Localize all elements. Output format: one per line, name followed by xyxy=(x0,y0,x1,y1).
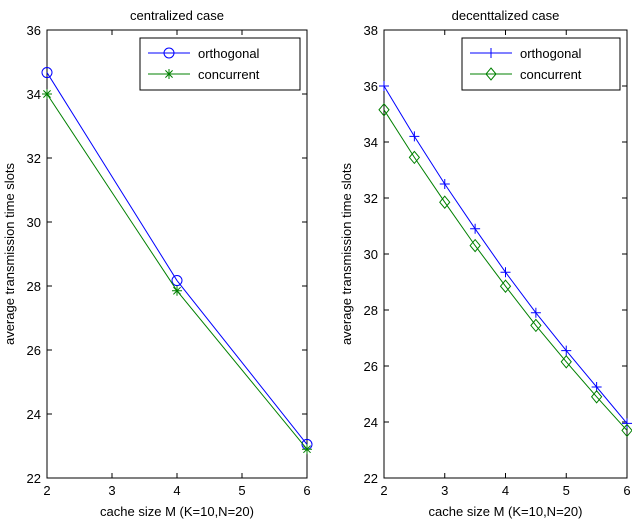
y-tick-label: 22 xyxy=(27,471,41,486)
chart-1-x-axis-title: cache size M (K=10,N=20) xyxy=(100,504,254,519)
legend-marker-concurrent xyxy=(164,69,174,79)
series-line-concurrent xyxy=(383,109,628,431)
chart-2-x-axis-title: cache size M (K=10,N=20) xyxy=(429,504,583,519)
y-tick-label: 24 xyxy=(364,415,378,430)
data-point-concurrent xyxy=(378,103,390,117)
legend-label-concurrent: concurrent xyxy=(198,67,260,82)
data-point-orthogonal xyxy=(41,67,53,79)
data-point-orthogonal xyxy=(530,307,541,318)
legend-marker-orthogonal xyxy=(163,47,175,59)
series-line-orthogonal xyxy=(383,85,628,424)
data-point-orthogonal xyxy=(622,418,632,429)
y-tick-label: 34 xyxy=(364,135,378,150)
y-tick-label: 30 xyxy=(364,247,378,262)
data-point-concurrent xyxy=(469,238,481,253)
x-tick-label: 6 xyxy=(623,483,630,498)
data-point-concurrent xyxy=(560,355,572,369)
x-tick-label: 3 xyxy=(108,483,115,498)
legend-box xyxy=(139,37,301,91)
y-tick-label: 36 xyxy=(364,79,378,94)
y-tick-label: 26 xyxy=(364,359,378,374)
chart-2-legend: orthogonal concurrent xyxy=(461,37,621,91)
data-point-concurrent xyxy=(42,89,52,99)
chart-2-plot-frame xyxy=(383,29,628,479)
data-point-concurrent xyxy=(302,444,312,455)
x-tick-label: 4 xyxy=(502,483,509,498)
y-tick-label: 32 xyxy=(27,151,41,166)
data-point-concurrent xyxy=(499,279,512,293)
legend-marker-orthogonal xyxy=(486,48,496,58)
legend-label-orthogonal: orthogonal xyxy=(520,46,582,61)
series-line-orthogonal xyxy=(46,72,308,445)
legend-marker-concurrent xyxy=(485,67,497,81)
chart-1-legend: orthogonal concurrent xyxy=(139,37,301,91)
chart-1-title: centralized case xyxy=(130,8,224,23)
y-tick-label: 38 xyxy=(364,23,378,38)
data-point-orthogonal xyxy=(409,131,420,142)
data-point-concurrent xyxy=(590,390,603,404)
y-tick-label: 24 xyxy=(27,407,41,422)
data-point-concurrent xyxy=(408,150,421,165)
legend-label-concurrent: concurrent xyxy=(520,67,582,82)
chart-1-y-axis-title: average transmission time slots xyxy=(2,162,17,345)
y-tick-label: 32 xyxy=(364,191,378,206)
chart-2-y-axis-title: average transmission time slots xyxy=(339,162,354,345)
x-tick-label: 4 xyxy=(173,483,180,498)
data-point-concurrent xyxy=(439,195,451,209)
data-point-orthogonal xyxy=(171,275,183,287)
data-point-orthogonal xyxy=(500,267,511,278)
x-tick-label: 3 xyxy=(441,483,448,498)
y-tick-label: 26 xyxy=(27,343,41,358)
data-point-orthogonal xyxy=(470,223,481,234)
y-tick-label: 28 xyxy=(27,279,41,294)
data-point-orthogonal xyxy=(561,345,572,356)
x-tick-label: 2 xyxy=(43,483,50,498)
y-tick-label: 36 xyxy=(27,23,41,38)
y-tick-label: 30 xyxy=(27,215,41,230)
x-tick-label: 5 xyxy=(238,483,245,498)
data-point-orthogonal xyxy=(379,81,389,91)
x-tick-label: 2 xyxy=(380,483,387,498)
x-tick-label: 5 xyxy=(563,483,570,498)
chart-1-plot-frame xyxy=(46,29,308,479)
data-point-concurrent xyxy=(621,423,632,438)
y-tick-label: 28 xyxy=(364,303,378,318)
y-tick-label: 22 xyxy=(364,471,378,486)
y-tick-label: 34 xyxy=(27,87,41,102)
legend-label-orthogonal: orthogonal xyxy=(198,46,260,61)
legend-box xyxy=(461,37,621,91)
data-point-orthogonal xyxy=(439,179,450,189)
x-tick-label: 6 xyxy=(303,483,310,498)
data-point-concurrent xyxy=(172,285,182,296)
chart-2-title: decenttalized case xyxy=(452,8,560,23)
data-point-concurrent xyxy=(530,318,542,333)
